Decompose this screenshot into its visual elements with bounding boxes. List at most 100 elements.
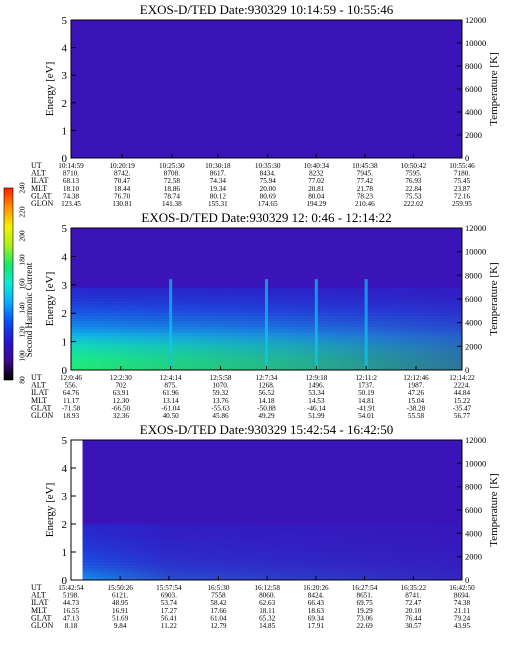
colorbar-tick-label: 200: [18, 230, 27, 242]
colorbar-tick-label: 220: [18, 206, 27, 218]
table-row-label: GLON: [31, 199, 53, 208]
table-cell: 12:14:22: [449, 374, 475, 382]
table-cell: 15.22: [454, 397, 471, 405]
table-cell: 65.32: [259, 614, 276, 622]
table-cell: 194.29: [306, 200, 326, 208]
table-cell: 14.18: [258, 397, 275, 405]
table-cell: 8434.: [260, 170, 276, 178]
table-cell: 48.95: [112, 599, 129, 607]
table-cell: 76.93: [405, 177, 422, 185]
table-row-label: MLT: [31, 396, 47, 405]
table-cell: 1268.: [258, 382, 274, 390]
y2-tick-label: 8000: [465, 482, 482, 492]
table-cell: 54.01: [358, 412, 375, 420]
table-cell: 50.19: [358, 389, 375, 397]
colorbar-tick-label: 180: [18, 254, 27, 266]
table-cell: 7180.: [454, 170, 470, 178]
table-cell: 80.12: [210, 192, 227, 200]
table-cell: -71.58: [62, 404, 81, 412]
table-row-label: MLT: [31, 606, 47, 615]
table-cell: 12:4:14: [160, 374, 182, 382]
table-cell: 66.43: [308, 599, 325, 607]
table-cell: 12:12:46: [403, 374, 429, 382]
table-cell: 17.91: [308, 622, 325, 630]
table-cell: 18.44: [114, 185, 131, 193]
table-row-label: GLAT: [31, 613, 52, 622]
table-cell: 16:12:58: [254, 584, 280, 592]
table-cell: 79.24: [454, 614, 471, 622]
y-tick-label: 1: [62, 547, 68, 559]
y-tick-label: 3: [62, 491, 68, 503]
table-cell: 16:20:26: [303, 584, 329, 592]
table-cell: 15.04: [408, 397, 425, 405]
table-cell: 14.81: [358, 397, 375, 405]
table-cell: 10:20:19: [109, 162, 135, 170]
table-cell: 6903.: [161, 592, 177, 600]
y2-tick-label: 0: [465, 153, 469, 163]
table-cell: 8232: [309, 170, 324, 178]
table-cell: 6121.: [112, 592, 128, 600]
table-cell: 5198.: [63, 592, 79, 600]
table-cell: 10:30:18: [205, 162, 231, 170]
table-row-label: UT: [31, 161, 42, 170]
table-cell: 10:35:30: [255, 162, 281, 170]
table-cell: 12:11:2: [355, 374, 377, 382]
table-cell: 10:55:46: [449, 162, 475, 170]
colorbar: 80 100 120 140 160 180 200 220 240 Second Harmoni…: [3, 182, 34, 384]
table-cell: 222.02: [404, 200, 424, 208]
table-cell: 155.31: [208, 200, 228, 208]
table-cell: 20.00: [260, 185, 277, 193]
table-cell: 16:27:54: [352, 584, 378, 592]
heatmap: [71, 228, 462, 371]
table-cell: 8424.: [308, 592, 324, 600]
table-cell: 20.10: [405, 607, 422, 615]
panel-title: EXOS-D/TED Date:930329 10:14:59 - 10:55:…: [140, 2, 394, 17]
table-row-label: GLAT: [31, 191, 52, 200]
y2-tick-label: 2000: [465, 341, 482, 351]
table-cell: 259.95: [452, 200, 472, 208]
table-row-label: GLON: [31, 621, 53, 630]
table-cell: 14.53: [308, 397, 325, 405]
y2-tick-label: 0: [465, 365, 469, 375]
y2-tick-label: 6000: [465, 294, 482, 304]
table-cell: 44.84: [454, 389, 471, 397]
table-cell: 62.63: [259, 599, 276, 607]
y2-tick-label: 4000: [465, 107, 482, 117]
colorbar-tick-label: 120: [18, 326, 27, 338]
y2-tick-label: 4000: [465, 528, 482, 538]
y-tick-label: 2: [62, 308, 68, 320]
y-tick-label: 5: [62, 435, 68, 447]
y2-tick-label: 6000: [465, 505, 482, 515]
table-cell: 13.76: [212, 397, 229, 405]
table-cell: 123.45: [61, 200, 81, 208]
table-row-label: ILAT: [31, 388, 48, 397]
table-cell: 18.93: [63, 412, 80, 420]
table-cell: 18.11: [259, 607, 275, 615]
table-cell: 56.52: [258, 389, 275, 397]
y2-tick-label: 10000: [465, 247, 486, 257]
y-tick-label: 5: [62, 15, 68, 27]
table-cell: 77.42: [357, 177, 374, 185]
table-cell: 76.44: [405, 614, 422, 622]
table-cell: 56.77: [454, 412, 471, 420]
table-cell: 10:50:42: [401, 162, 427, 170]
table-row-label: UT: [31, 373, 42, 382]
table-cell: 47.13: [63, 614, 80, 622]
panel-title: EXOS-D/TED Date:930329 12: 0:46 - 12:14:…: [141, 210, 391, 225]
table-cell: 72.16: [454, 192, 471, 200]
table-cell: 72.58: [164, 177, 181, 185]
table-cell: 44.73: [63, 599, 80, 607]
y-tick-label: 2: [62, 98, 68, 110]
colorbar-tick-label: 240: [18, 182, 27, 194]
table-cell: 75.94: [260, 177, 277, 185]
table-cell: 15:42:54: [58, 584, 84, 592]
table-cell: 51.69: [112, 614, 129, 622]
table-cell: 40.50: [163, 412, 180, 420]
table-cell: -35.47: [453, 404, 472, 412]
heatmap: [71, 20, 462, 158]
table-row-label: UT: [31, 583, 42, 592]
colorbar-tick-label: 140: [18, 302, 27, 314]
table-cell: 12.79: [210, 622, 227, 630]
table-cell: 21.78: [357, 185, 374, 193]
y2-tick-label: 6000: [465, 84, 482, 94]
